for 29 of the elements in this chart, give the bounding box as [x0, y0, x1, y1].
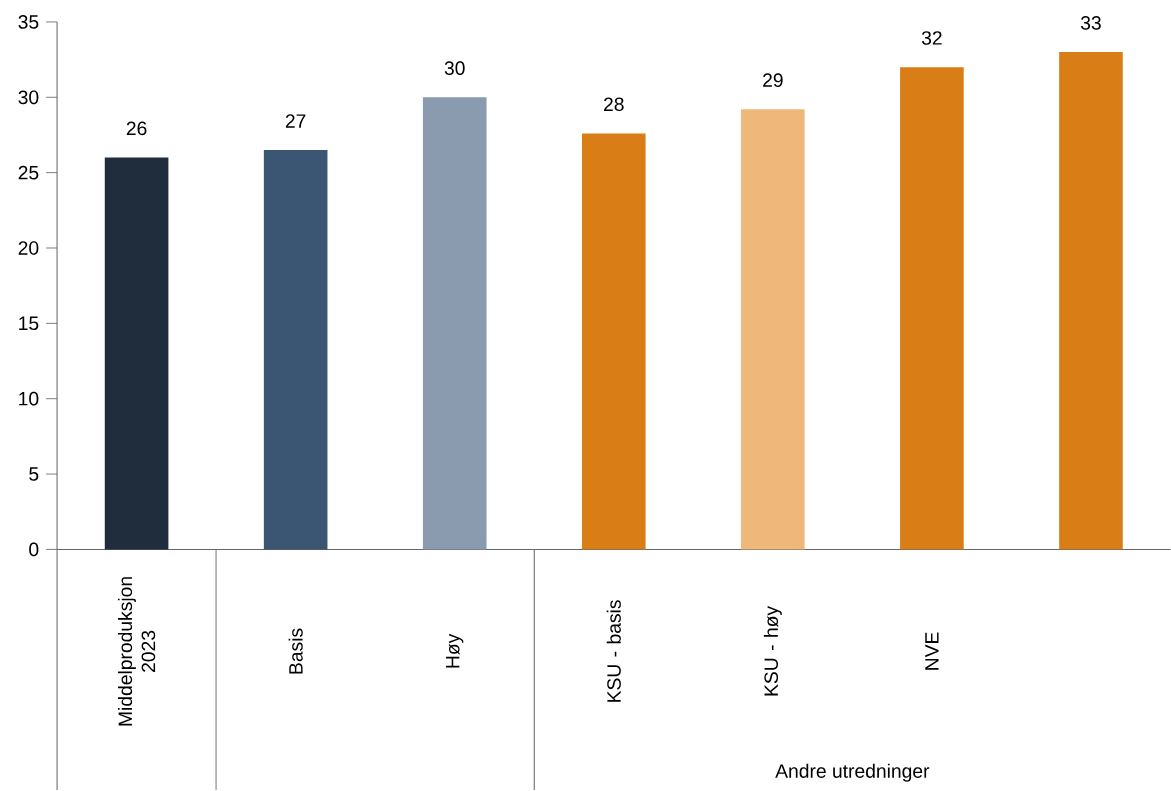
bar	[422, 97, 487, 550]
data-label: 30	[444, 61, 465, 76]
x-tick-label: KSU - høy	[763, 606, 782, 696]
x-tick-label: Middelproduksjon 2023	[117, 577, 156, 726]
bar	[1059, 52, 1123, 550]
bar	[900, 67, 964, 550]
y-tick-label: 5	[29, 467, 39, 481]
bar	[741, 109, 805, 550]
x-tick-label: NVE	[925, 632, 939, 670]
x-tick-label: Basis	[288, 628, 303, 674]
data-label: 29	[763, 73, 783, 88]
x-tick-label: KSU - basis	[606, 600, 621, 703]
y-tick-label: 15	[19, 316, 39, 331]
x-tick-label: Høy	[446, 634, 464, 668]
text: Andre utredninger	[775, 763, 930, 782]
y-tick-label: 0	[29, 542, 39, 557]
data-label: 27	[285, 114, 306, 128]
bar	[263, 150, 328, 550]
data-label: 26	[126, 121, 147, 136]
y-tick-label: 25	[18, 166, 39, 180]
data-label: 33	[1080, 16, 1101, 30]
data-label: 32	[921, 31, 942, 45]
y-tick-label: 10	[19, 392, 39, 406]
y-tick-label: 20	[18, 241, 39, 256]
bar	[581, 133, 646, 550]
y-tick-label: 35	[18, 15, 39, 29]
bar	[104, 157, 169, 550]
y-tick-label: 30	[18, 90, 39, 105]
data-label: 28	[604, 97, 624, 112]
